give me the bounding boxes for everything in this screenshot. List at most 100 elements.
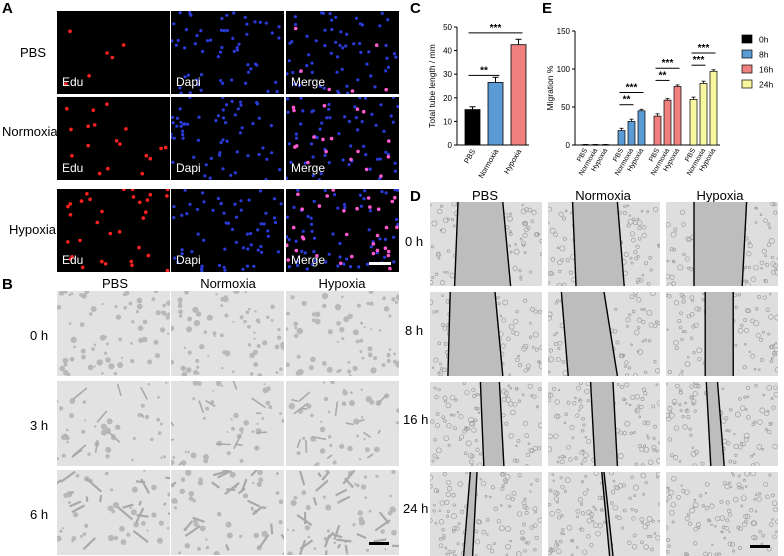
y-tick-label: 50 (443, 23, 452, 32)
panel-b-row-label: 6 h (30, 507, 49, 522)
y-tick-label: 30 (443, 70, 452, 79)
wound-edge-line (603, 292, 619, 376)
wound-edge-line (447, 292, 451, 376)
scale-bar (369, 542, 389, 545)
panel-a-letter: A (2, 0, 13, 17)
panel-d-letter: D (410, 188, 421, 205)
panel-d-column-label: Normoxia (575, 188, 631, 203)
panel-b-row-label: 3 h (30, 418, 49, 433)
significance-label: *** (698, 43, 710, 54)
legend-label: 8h (759, 50, 769, 60)
wound-edge-line (453, 202, 459, 286)
y-tick-label: 40 (443, 47, 452, 56)
panel-d-column-label: Hypoxia (696, 188, 744, 203)
panel-b-column-label: Hypoxia (318, 276, 366, 291)
bar (617, 130, 626, 146)
wound-healing-image (430, 202, 542, 286)
significance-label: *** (490, 23, 502, 34)
significance-label: *** (626, 83, 638, 94)
channel-label: Dapi (176, 161, 201, 175)
wound-edge-line (571, 202, 577, 286)
tube-formation-image (57, 291, 170, 376)
fluorescence-image: Dapi (171, 97, 284, 180)
panel-d-row-label: 8 h (405, 323, 424, 338)
panel-d-column-label: PBS (471, 188, 498, 203)
legend-swatch (741, 79, 753, 89)
wound-edge-line (741, 202, 748, 286)
wound-edge-line (471, 472, 478, 556)
wound-edge-line (494, 292, 504, 376)
tube-formation-image (57, 470, 170, 555)
panel-c-letter: C (410, 0, 421, 17)
legend-swatch (741, 64, 753, 74)
wound-edge-line (502, 202, 512, 286)
bar (709, 70, 718, 146)
legend-label: 0h (759, 35, 769, 45)
y-tick-label: 150 (557, 27, 571, 36)
wound-healing-image (430, 292, 542, 376)
y-axis-label: Migration % (545, 65, 555, 110)
y-tick-label: 50 (561, 103, 570, 112)
wound-edge-line (705, 382, 712, 466)
channel-label: Edu (62, 161, 84, 175)
channel-label: Dapi (176, 253, 201, 267)
legend-label: 24h (759, 80, 773, 90)
fluorescence-image: Edu (57, 97, 170, 180)
significance-label: ** (623, 95, 631, 106)
tube-formation-image (286, 381, 399, 466)
x-tick-label: PBS (462, 148, 477, 166)
bar (689, 99, 698, 146)
legend-swatch (741, 34, 753, 44)
wound-healing-image (430, 382, 542, 466)
x-tick-label: Normoxia (476, 147, 500, 180)
bar (663, 99, 672, 146)
panel-a-row-label: Hypoxia (9, 222, 56, 237)
channel-label: Edu (62, 253, 84, 267)
channel-label: Dapi (176, 75, 201, 89)
panel-a-row-label: PBS (20, 45, 47, 60)
panel-c-bar-chart: 0 10 20 30 40 50 Total tube length / mm PBS Norm… (427, 23, 529, 180)
panel-b-column-label: PBS (101, 276, 128, 291)
wound-edge-line (479, 382, 485, 466)
tube-formation-image (171, 291, 284, 376)
significance-label: *** (662, 58, 674, 69)
channel-label: Merge (291, 75, 326, 89)
fluorescence-image: Dapi (171, 189, 284, 272)
scale-bar (750, 545, 770, 548)
wound-edge-line (716, 382, 725, 466)
channel-label: Edu (62, 75, 84, 89)
wound-healing-image (548, 202, 660, 286)
legend-label: 16h (759, 65, 773, 75)
tube-formation-image (171, 470, 284, 555)
wound-edge-line (612, 382, 619, 466)
panel-d-row-label: 0 h (405, 234, 424, 249)
wound-healing-image (666, 292, 778, 376)
fluorescence-image: Merge (286, 189, 399, 272)
wound-healing-image (548, 472, 660, 556)
wound-edge-line (603, 472, 614, 556)
fluorescence-image: Merge (286, 97, 399, 180)
panel-e-letter: E (542, 0, 553, 17)
wound-healing-image (666, 202, 778, 286)
bar (510, 44, 527, 146)
channel-label: Merge (291, 161, 326, 175)
fluorescence-image: Edu (57, 189, 170, 272)
tube-formation-image (57, 381, 170, 466)
wound-edge-line (601, 472, 611, 556)
panel-d-row-label: 16 h (403, 412, 429, 427)
panel-b-row-label: 0 h (30, 328, 49, 343)
bar (699, 83, 708, 146)
wound-healing-image (548, 382, 660, 466)
wound-edge-line (462, 472, 471, 556)
panel-a-row-label: Normoxia (2, 124, 58, 139)
wound-healing-image (666, 382, 778, 466)
bar (464, 109, 481, 146)
wound-edge-line (616, 202, 625, 286)
y-tick-label: 10 (443, 117, 452, 126)
wound-healing-image (548, 292, 660, 376)
wound-edge-line (589, 382, 596, 466)
significance-label: ** (659, 70, 667, 81)
tube-formation-image (286, 470, 399, 555)
y-tick-label: 0 (448, 141, 453, 150)
fluorescence-image: Merge (286, 11, 399, 94)
